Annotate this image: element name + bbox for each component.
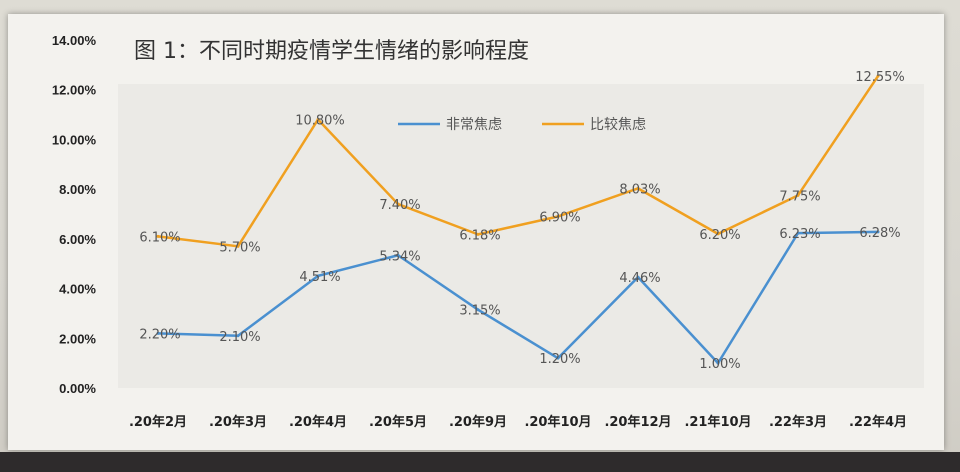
y-axis: 0.00% 2.00% 4.00% 6.00% 8.00% 10.00% 12.00% 14.… — [52, 33, 97, 396]
data-point — [396, 202, 400, 206]
legend-label: 比较焦虑 — [590, 117, 646, 133]
data-point — [236, 334, 240, 338]
data-label: 6.10% — [139, 230, 180, 245]
dark-band — [0, 452, 960, 472]
y-tick-label: 2.00% — [59, 331, 96, 346]
data-label: 3.15% — [459, 304, 500, 319]
data-label: 1.20% — [539, 352, 580, 367]
data-point — [876, 230, 880, 234]
data-label: 2.20% — [139, 327, 180, 342]
x-tick-label: .20年3月 — [209, 414, 267, 430]
data-point — [316, 274, 320, 278]
x-tick-label: .22年4月 — [849, 414, 907, 430]
legend-label: 非常焦虑 — [446, 117, 502, 133]
data-label: 4.46% — [619, 271, 660, 286]
data-label: 2.10% — [219, 330, 260, 345]
data-label: 10.80% — [295, 114, 345, 129]
data-labels: 2.20% 2.10% 4.51% 5.34% 3.15% 1.20% 4.46% 1.00%… — [139, 70, 904, 372]
y-tick-label: 14.00% — [52, 33, 97, 48]
data-point — [876, 74, 880, 78]
data-point — [796, 231, 800, 235]
data-label: 8.03% — [619, 182, 660, 197]
series-line — [157, 75, 880, 248]
data-label: 12.55% — [855, 70, 905, 85]
data-point — [716, 361, 720, 365]
data-point — [396, 253, 400, 257]
data-point — [556, 356, 560, 360]
data-point — [476, 232, 480, 236]
y-tick-label: 4.00% — [59, 282, 96, 297]
x-tick-label: .20年9月 — [449, 414, 507, 430]
data-label: 7.75% — [779, 189, 820, 204]
data-label: 5.70% — [219, 240, 260, 255]
data-label: 5.34% — [379, 249, 420, 264]
y-tick-label: 10.00% — [52, 132, 97, 147]
data-label: 6.90% — [539, 210, 580, 225]
data-label: 6.18% — [459, 228, 500, 243]
x-tick-label: .20年10月 — [524, 414, 591, 430]
data-point — [156, 234, 160, 238]
data-label: 6.20% — [699, 228, 740, 243]
series-line — [157, 230, 879, 365]
legend: 非常焦虑 比较焦虑 — [398, 117, 646, 133]
y-tick-label: 8.00% — [59, 182, 96, 197]
chart-title: 图 1：不同时期疫情学生情绪的影响程度 — [134, 39, 529, 64]
y-tick-label: 6.00% — [59, 232, 96, 247]
data-point — [636, 186, 640, 190]
y-tick-label: 12.00% — [52, 83, 97, 98]
data-point — [796, 193, 800, 197]
data-label: 6.28% — [859, 226, 900, 241]
x-tick-label: .20年4月 — [289, 414, 347, 430]
data-label: 4.51% — [299, 270, 340, 285]
x-tick-label: .20年2月 — [129, 414, 187, 430]
x-tick-label: .20年5月 — [369, 414, 427, 430]
data-point — [156, 331, 160, 335]
data-point — [636, 275, 640, 279]
data-point — [716, 232, 720, 236]
data-label: 7.40% — [379, 198, 420, 213]
x-axis: .20年2月 .20年3月 .20年4月 .20年5月 .20年9月 .20年10月 .20… — [129, 414, 907, 430]
x-tick-label: .22年3月 — [769, 414, 827, 430]
data-point — [476, 308, 480, 312]
plot-area — [118, 84, 924, 388]
x-tick-label: .21年10月 — [684, 414, 751, 430]
data-label: 6.23% — [779, 227, 820, 242]
data-point — [316, 118, 320, 122]
y-tick-label: 0.00% — [59, 381, 96, 396]
series-lines — [156, 74, 880, 365]
data-point — [556, 214, 560, 218]
data-label: 1.00% — [699, 357, 740, 372]
data-point — [236, 244, 240, 248]
x-tick-label: .20年12月 — [604, 414, 671, 430]
